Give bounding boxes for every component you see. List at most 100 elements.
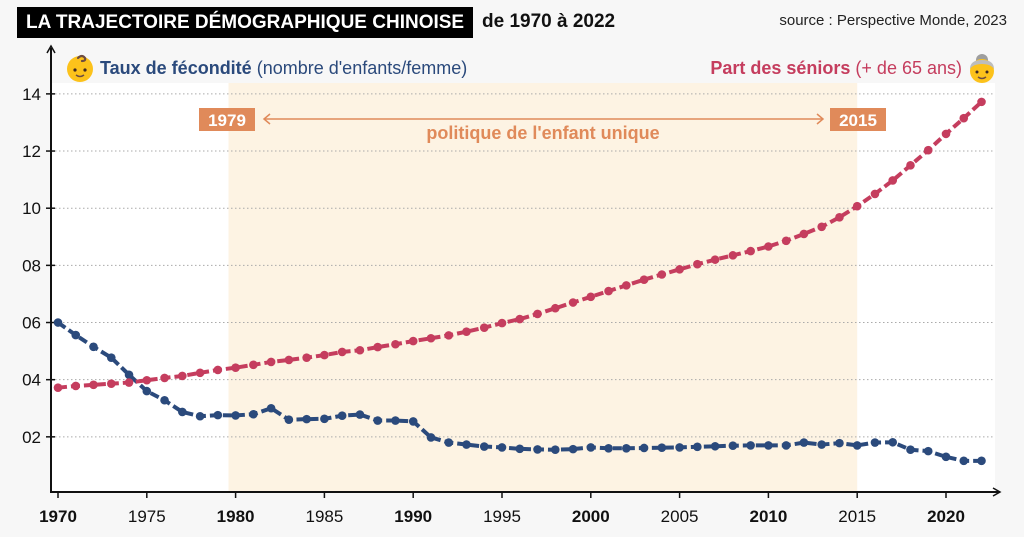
x-axis-arrow-icon — [992, 487, 1002, 497]
data-point — [728, 251, 738, 260]
data-point — [675, 443, 684, 452]
data-point — [178, 371, 187, 381]
data-point — [959, 113, 969, 123]
x-tick-label: 1985 — [305, 507, 343, 526]
data-point — [444, 331, 454, 340]
annotation-end-box — [830, 108, 886, 131]
data-point — [391, 416, 400, 425]
data-point — [568, 444, 578, 454]
one-child-policy-band — [228, 83, 858, 492]
legend-fertility: Taux de fécondité (nombre d'enfants/femm… — [60, 52, 467, 84]
y-tick-label: 08 — [22, 256, 41, 275]
data-point — [497, 443, 507, 452]
chart-subtitle: de 1970 à 2022 — [482, 11, 616, 32]
series-seniors — [53, 97, 986, 392]
y-tick-label: 04 — [22, 371, 41, 390]
y-tick-label: 12 — [22, 142, 41, 161]
data-point — [142, 386, 152, 396]
x-tick-label: 2020 — [927, 507, 965, 526]
series-line — [56, 320, 982, 463]
x-tick-label: 1980 — [217, 507, 255, 526]
data-point — [408, 417, 418, 426]
policy-annotation: 1979 2015 politique de l'enfant unique — [199, 108, 886, 143]
data-point — [888, 176, 898, 185]
data-point — [977, 456, 986, 466]
annotation-start-label: 1979 — [208, 111, 246, 130]
arrowhead-left-icon — [262, 113, 271, 125]
data-point — [604, 286, 613, 296]
data-point — [781, 236, 791, 246]
data-point — [71, 330, 81, 340]
y-tick-label: 10 — [22, 199, 41, 218]
data-point — [817, 440, 826, 449]
data-point — [710, 441, 720, 451]
data-point — [195, 411, 205, 421]
annotation-start-box — [199, 108, 255, 131]
data-point — [231, 363, 240, 372]
data-point — [462, 440, 471, 449]
data-point — [266, 403, 276, 413]
data-point — [586, 292, 596, 302]
annotation-text: politique de l'enfant unique — [426, 123, 659, 143]
data-point — [53, 383, 63, 392]
data-point — [355, 345, 365, 355]
y-axis-arrow-icon — [46, 44, 56, 54]
data-point — [604, 443, 613, 453]
x-tick-label: 1975 — [128, 507, 166, 526]
data-point — [799, 229, 809, 239]
legend-seniors-strong: Part des séniors — [710, 57, 851, 78]
data-point — [728, 441, 738, 450]
data-point — [657, 270, 667, 279]
arrowhead-right-icon — [816, 113, 825, 125]
data-point — [675, 265, 684, 274]
x-tick-label: 2000 — [572, 507, 610, 526]
data-point — [515, 314, 525, 324]
series-layer — [53, 97, 986, 466]
data-point — [852, 441, 862, 450]
data-point — [284, 355, 294, 365]
data-point — [746, 246, 755, 256]
series-fertility — [53, 318, 986, 466]
data-point — [959, 456, 969, 466]
data-point — [89, 342, 98, 352]
data-point — [284, 415, 294, 424]
data-point — [906, 161, 915, 170]
y-tick-label: 14 — [22, 85, 41, 104]
axes: 02 04 06 08 10 12 14 1970 1975 1980 1985 1990 1995 20… — [22, 44, 1002, 526]
data-point — [124, 370, 134, 380]
data-point — [231, 411, 240, 420]
data-point — [817, 222, 826, 232]
data-point — [142, 375, 152, 385]
data-point — [53, 318, 63, 327]
data-point — [444, 438, 454, 447]
data-point — [426, 333, 436, 343]
data-point — [160, 395, 169, 405]
data-point — [693, 259, 702, 269]
data-point — [408, 336, 418, 346]
data-point — [302, 414, 311, 424]
data-point — [941, 452, 951, 462]
data-point — [622, 443, 631, 453]
data-point — [764, 441, 773, 450]
data-point — [497, 318, 507, 328]
data-point — [764, 242, 773, 251]
x-tick-label: 1995 — [483, 507, 521, 526]
data-point — [781, 441, 791, 450]
x-tick-label: 1990 — [394, 507, 432, 526]
data-point — [977, 97, 986, 107]
data-point — [906, 445, 915, 455]
data-point — [249, 409, 258, 419]
data-point — [515, 444, 525, 454]
data-point — [586, 443, 596, 452]
data-point — [479, 442, 489, 451]
data-point — [568, 298, 578, 307]
data-point — [178, 407, 187, 417]
data-point — [693, 442, 702, 452]
data-point — [462, 327, 471, 336]
data-point — [533, 309, 542, 319]
annotation-end-label: 2015 — [839, 111, 877, 130]
chart-title: LA TRAJECTOIRE DÉMOGRAPHIQUE CHINOISE — [17, 7, 474, 38]
data-point — [320, 350, 329, 360]
legend-fertility-light: (nombre d'enfants/femme) — [256, 57, 468, 78]
